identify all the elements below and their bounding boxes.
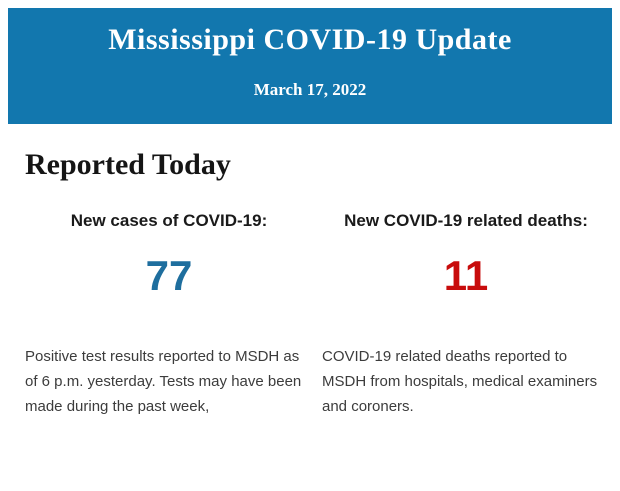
new-deaths-label: New COVID-19 related deaths:: [344, 211, 588, 230]
new-deaths-description: COVID-19 related deaths reported to MSDH…: [322, 348, 598, 415]
header-banner: Mississippi COVID-19 Update March 17, 20…: [8, 8, 612, 124]
new-cases-column: New cases of COVID-19: 77 Positive test …: [25, 211, 313, 419]
new-cases-label: New cases of COVID-19:: [70, 211, 268, 230]
main-content: Reported Today New cases of COVID-19: 77…: [0, 147, 620, 419]
stats-row: New cases of COVID-19: 77 Positive test …: [25, 211, 620, 419]
report-date: March 17, 2022: [253, 80, 367, 99]
new-cases-description: Positive test results reported to MSDH a…: [25, 348, 302, 415]
page-title: Mississippi COVID-19 Update: [108, 23, 512, 56]
new-cases-value: 77: [145, 252, 193, 299]
section-heading: Reported Today: [25, 148, 231, 181]
new-deaths-column: New COVID-19 related deaths: 11 COVID-19…: [322, 211, 610, 419]
new-deaths-value: 11: [443, 252, 489, 299]
